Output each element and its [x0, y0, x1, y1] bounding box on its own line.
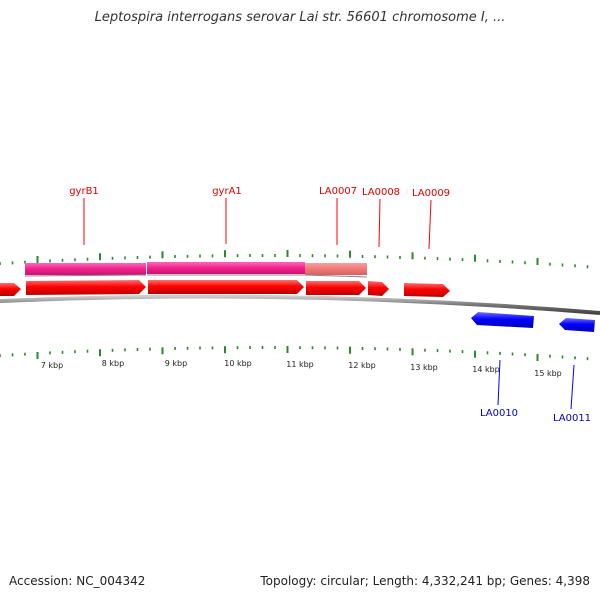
position-label-7kbp: 7 kbp [41, 361, 63, 370]
cds-bar-gyrB1[interactable] [25, 263, 146, 275]
label-leaders [83, 198, 575, 410]
position-label-9kbp: 9 kbp [165, 359, 187, 368]
gene-label-LA0007[interactable]: LA0007 [319, 186, 357, 197]
position-label-12kbp: 12 kbp [348, 361, 376, 370]
forward-gene-track [0, 280, 450, 297]
gene-label-gyrA1[interactable]: gyrA1 [212, 186, 242, 197]
cds-highlight-track [24, 262, 368, 278]
position-label-8kbp: 8 kbp [102, 359, 124, 368]
reverse-tick-track [0, 346, 589, 361]
gene-label-gyrB1[interactable]: gyrB1 [69, 186, 99, 197]
gene-arrow-LA0011[interactable] [559, 318, 595, 332]
position-label-14kbp: 14 kbp [472, 365, 500, 374]
forward-tick-track [0, 250, 589, 269]
gene-arrow-LA0008[interactable] [368, 281, 389, 296]
gene-label-LA0009[interactable]: LA0009 [412, 188, 450, 199]
gene-label-LA0008[interactable]: LA0008 [362, 187, 400, 198]
page-title: Leptospira interrogans serovar Lai str. … [94, 10, 506, 25]
position-label-13kbp: 13 kbp [410, 363, 438, 372]
gene-label-LA0011[interactable]: LA0011 [553, 413, 591, 424]
reverse-gene-track [471, 312, 595, 332]
gene-arrow-partial[interactable] [0, 283, 21, 296]
gene-arrow-LA0009[interactable] [404, 283, 450, 297]
position-label-10kbp: 10 kbp [224, 359, 252, 368]
gene-arrow-gyrB1[interactable] [26, 280, 146, 295]
accession-label: Accession: NC_004342 [9, 574, 146, 588]
cds-bar-gyrA1[interactable] [147, 262, 305, 274]
gene-arrow-gyrA1[interactable] [148, 280, 304, 294]
gene-arrow-LA0010[interactable] [471, 312, 534, 328]
position-label-15kbp: 15 kbp [534, 369, 562, 378]
gene-arrow-LA0007[interactable] [306, 281, 366, 295]
gene-labels: gyrB1 gyrA1 LA0007 LA0008 LA0009 LA0010 … [69, 186, 591, 424]
gene-label-LA0010[interactable]: LA0010 [480, 408, 518, 419]
position-label-11kbp: 11 kbp [286, 360, 314, 369]
chromosome-backbone [0, 294, 600, 315]
genome-summary: Topology: circular; Length: 4,332,241 bp… [260, 574, 590, 588]
position-labels: 7 kbp 8 kbp 9 kbp 10 kbp 11 kbp 12 kbp 1… [41, 359, 562, 378]
cds-bar-LA0007[interactable] [305, 263, 367, 275]
